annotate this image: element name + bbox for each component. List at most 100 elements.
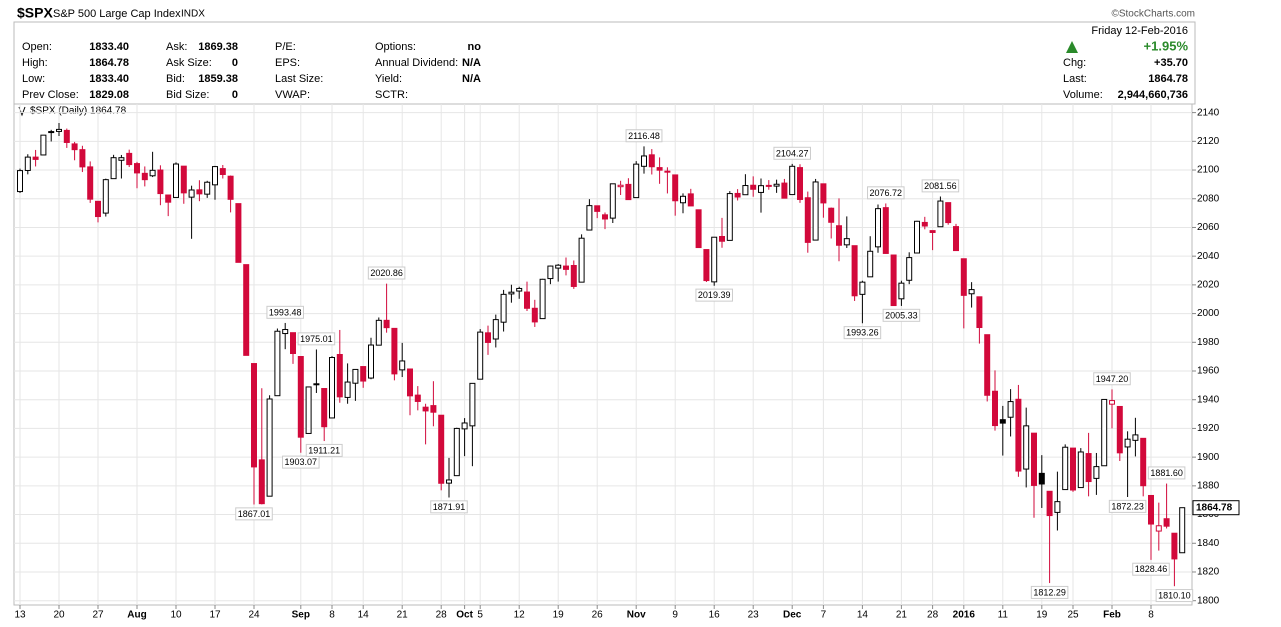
- candle-body: [352, 368, 359, 384]
- candle-body: [188, 189, 195, 198]
- candle-body: [859, 281, 866, 295]
- candle-body: [40, 134, 47, 156]
- candle-body: [180, 165, 187, 194]
- candle-body: [726, 193, 733, 241]
- candle-body: [297, 356, 304, 438]
- candle-body: [149, 169, 156, 177]
- candle-body: [734, 192, 741, 198]
- annotation-box: [695, 288, 733, 302]
- candle-body: [453, 427, 460, 477]
- quote-value: 0: [232, 57, 238, 69]
- annotation-box: [266, 305, 304, 319]
- annotation-box: [773, 146, 811, 160]
- y-tick-label: 2080: [1197, 193, 1220, 204]
- candle-body: [165, 194, 172, 203]
- y-tick-label: 2140: [1197, 107, 1220, 118]
- annotation-box: [921, 179, 960, 193]
- x-tick-label: 14: [358, 610, 370, 621]
- x-tick-label: 26: [592, 610, 604, 621]
- candle-body: [742, 185, 749, 196]
- candle-body: [1031, 432, 1037, 486]
- candle-body: [134, 163, 140, 174]
- candle-body: [446, 479, 452, 484]
- annotation-box: [625, 129, 663, 143]
- x-tick-label: 21: [397, 610, 409, 621]
- candle-body: [87, 166, 94, 200]
- candle-body: [469, 382, 476, 427]
- candle-body: [999, 419, 1006, 424]
- y-tick-label: 1940: [1197, 394, 1220, 405]
- candle-body: [960, 258, 967, 296]
- candle-body: [672, 174, 679, 202]
- quote-label: Last Size:: [275, 73, 323, 85]
- x-tick-label: 13: [14, 610, 26, 621]
- candle-body: [1140, 437, 1147, 487]
- candle-body: [594, 205, 601, 212]
- candle-body: [383, 319, 390, 329]
- candle-body: [765, 184, 772, 187]
- legend: $SPX (Daily) 1864.78: [30, 106, 127, 117]
- high-annotation: 2104.27: [776, 148, 809, 158]
- low-annotation: 1993.26: [846, 328, 879, 338]
- candle-body: [375, 319, 382, 346]
- candle-body: [578, 237, 585, 283]
- y-tick-label: 1820: [1197, 567, 1220, 578]
- quote-box: [13, 21, 1196, 105]
- candle-body: [344, 381, 351, 398]
- candle-body: [648, 154, 655, 168]
- candle-body: [266, 398, 273, 497]
- candle-body: [1038, 472, 1045, 485]
- candle-body: [890, 254, 897, 307]
- quote-label: Prev Close:: [22, 89, 79, 101]
- low-annotation: 1828.46: [1135, 564, 1168, 574]
- candle-body: [56, 128, 62, 132]
- candle-body: [641, 155, 647, 167]
- x-tick-label: 8: [1148, 610, 1154, 621]
- candle-body: [204, 181, 211, 195]
- quote-label: VWAP:: [275, 89, 310, 101]
- high-annotation: 1881.60: [1150, 468, 1183, 478]
- x-tick-label: 5: [477, 610, 483, 621]
- candle-body: [695, 209, 702, 249]
- candle-body: [414, 394, 421, 402]
- quote-label: Bid:: [166, 73, 185, 85]
- y-tick-label: 2000: [1197, 308, 1220, 319]
- candle-body: [1054, 501, 1061, 513]
- quote-value: 1829.08: [89, 89, 129, 101]
- quote-value: 1869.38: [198, 41, 238, 53]
- x-tick-label: 10: [170, 610, 182, 621]
- low-annotation: 2005.33: [885, 310, 918, 320]
- candle-body: [812, 181, 819, 241]
- candle-body: [313, 383, 320, 386]
- quote-value: N/A: [462, 73, 481, 85]
- candle-body: [1148, 494, 1154, 525]
- candle-body: [914, 220, 920, 254]
- candle-body: [1179, 507, 1186, 554]
- candle-body: [63, 129, 70, 143]
- x-tick-label: Dec: [783, 610, 802, 621]
- annotation-box: [843, 326, 882, 340]
- candle-body: [539, 278, 546, 320]
- annotation-box: [882, 308, 921, 322]
- candle-body: [664, 170, 671, 173]
- x-tick-label: 21: [896, 610, 908, 621]
- candle-body: [290, 332, 296, 354]
- candle-body: [258, 459, 265, 505]
- annotation-box: [1093, 372, 1131, 386]
- x-tick-label: Feb: [1103, 610, 1121, 621]
- x-tick-label: Nov: [627, 610, 646, 621]
- x-tick-label: 11: [998, 610, 1009, 621]
- plot-frame: [13, 103, 1193, 606]
- candle-body: [368, 344, 374, 379]
- candle-body: [789, 165, 796, 196]
- x-tick-label: 28: [436, 610, 448, 621]
- candle-body: [1171, 532, 1178, 560]
- y-tick-label: 2040: [1197, 251, 1220, 262]
- low-annotation: 1872.23: [1111, 501, 1144, 511]
- annotation-box: [867, 186, 905, 200]
- annotation-box: [305, 443, 343, 457]
- candle-body: [750, 184, 757, 190]
- high-annotation: 1993.48: [269, 307, 302, 317]
- candle-body: [212, 166, 218, 186]
